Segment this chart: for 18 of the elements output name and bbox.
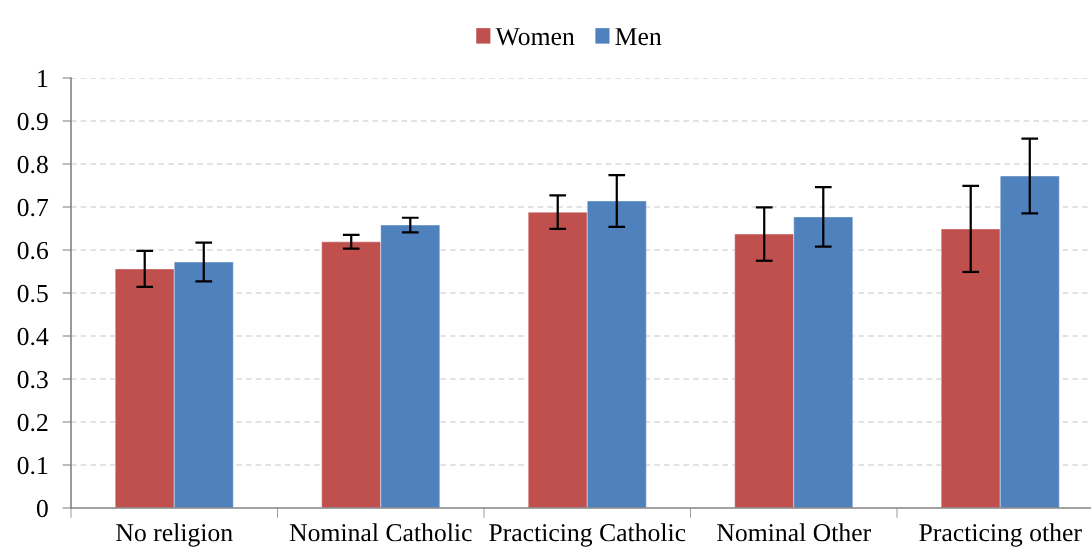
y-tick-label: 0.9	[17, 112, 48, 131]
y-tick-label: 0.8	[17, 155, 48, 174]
x-tick-label: No religion	[116, 523, 233, 547]
y-tick-label: 0.6	[17, 241, 49, 260]
y-tick-label: 0.3	[17, 370, 48, 389]
x-tick-label: Nominal Other	[717, 523, 871, 542]
y-tick-label: 0.2	[17, 413, 48, 432]
y-tick-label: 0.5	[17, 284, 48, 303]
y-tick-label: 0	[36, 499, 48, 518]
x-tick-label: Nominal Catholic	[289, 523, 472, 542]
legend-label: Men	[615, 28, 662, 46]
y-tick-label: 1	[38, 69, 48, 87]
x-tick-label: Practicing Catholic	[489, 523, 686, 547]
x-tick-label: Practicing other	[919, 523, 1082, 547]
legend-label: Women	[495, 28, 575, 46]
y-tick-label: 0.1	[17, 456, 48, 475]
y-tick-label: 0.7	[17, 198, 49, 217]
y-tick-label: 0.4	[17, 327, 49, 346]
